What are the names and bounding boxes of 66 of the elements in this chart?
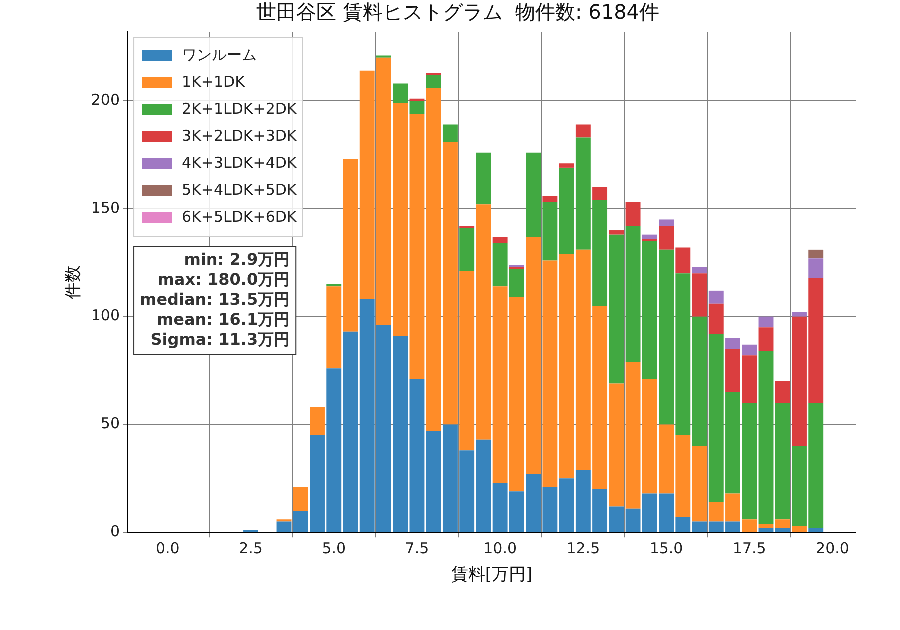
bar bbox=[808, 258, 824, 278]
y-tick-label: 150 bbox=[91, 198, 120, 217]
bar bbox=[626, 202, 641, 226]
bar bbox=[758, 351, 774, 524]
bar bbox=[293, 487, 308, 512]
annotation: min: 2.9万円 bbox=[184, 250, 290, 270]
bar bbox=[758, 524, 774, 528]
bar bbox=[659, 220, 674, 226]
x-tick-label: 10.0 bbox=[484, 539, 518, 558]
bar bbox=[792, 312, 807, 317]
legend-label: 2K+1LDK+2DK bbox=[182, 100, 298, 118]
x-tick-label: 15.0 bbox=[650, 539, 684, 558]
bar bbox=[692, 267, 708, 274]
x-tick-label: 0.0 bbox=[156, 539, 180, 558]
x-tick-label: 2.5 bbox=[239, 539, 263, 558]
bar bbox=[708, 290, 724, 304]
bar bbox=[442, 124, 458, 142]
bar bbox=[692, 446, 708, 522]
bar bbox=[460, 228, 475, 272]
legend-label: 4K+3LDK+4DK bbox=[182, 154, 298, 172]
bar bbox=[758, 316, 774, 328]
x-axis-title: 賃料[万円] bbox=[451, 565, 533, 586]
bar bbox=[708, 304, 724, 334]
bar bbox=[808, 528, 824, 532]
y-tick-label: 50 bbox=[100, 414, 120, 433]
bar bbox=[476, 152, 492, 205]
bar bbox=[542, 196, 558, 202]
bar bbox=[692, 274, 708, 317]
bar bbox=[758, 328, 774, 352]
bar bbox=[692, 522, 708, 532]
bar bbox=[343, 332, 358, 532]
annotation: mean: 16.1万円 bbox=[156, 310, 290, 330]
annotation: max: 180.0万円 bbox=[158, 270, 290, 290]
bar bbox=[326, 284, 342, 287]
y-tick-label: 100 bbox=[91, 306, 120, 325]
bar bbox=[609, 230, 624, 235]
legend-label: 1K+1DK bbox=[182, 72, 246, 91]
y-tick-label: 200 bbox=[91, 90, 120, 109]
legend-label: 3K+2LDK+3DK bbox=[182, 126, 298, 145]
annotation: Sigma: 11.3万円 bbox=[150, 330, 290, 350]
legend-label: 6K+5LDK+6DK bbox=[182, 208, 298, 226]
bar bbox=[592, 187, 608, 200]
bar bbox=[775, 528, 790, 532]
x-tick-label: 12.5 bbox=[566, 539, 600, 558]
x-tick-label: 20.0 bbox=[816, 539, 850, 558]
legend-label: 5K+4LDK+5DK bbox=[182, 180, 298, 199]
x-tick-label: 7.5 bbox=[405, 539, 430, 558]
bar bbox=[808, 250, 824, 259]
y-tick-label: 0 bbox=[110, 522, 120, 540]
chart-title: 世田谷区 賃料ヒストグラム 物件数: 6184件 bbox=[256, 0, 660, 24]
bar bbox=[410, 98, 425, 102]
x-tick-label: 5.0 bbox=[322, 539, 346, 558]
bar bbox=[559, 164, 574, 168]
bar bbox=[343, 159, 358, 332]
x-tick-label: 17.5 bbox=[732, 539, 766, 558]
bar bbox=[492, 236, 508, 244]
annotation: median: 13.5万円 bbox=[140, 290, 290, 310]
bar bbox=[310, 407, 325, 436]
y-axis-title: 件数 bbox=[64, 265, 84, 300]
bar bbox=[692, 316, 708, 446]
legend-label: ワンルーム bbox=[182, 46, 258, 64]
bar bbox=[326, 286, 342, 369]
bar bbox=[642, 234, 658, 240]
bar bbox=[576, 124, 591, 138]
bar bbox=[276, 522, 292, 532]
bar bbox=[426, 75, 442, 88]
